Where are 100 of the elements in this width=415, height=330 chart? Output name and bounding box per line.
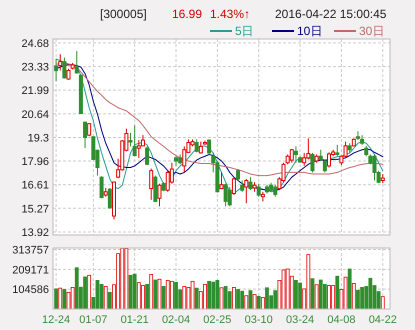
y-tick-label: 23.33 xyxy=(21,62,49,74)
candlestick xyxy=(145,146,150,166)
candlestick xyxy=(248,176,252,191)
bar xyxy=(145,284,149,310)
bar xyxy=(265,287,269,310)
legend-label: 10日 xyxy=(297,24,322,38)
candlestick xyxy=(157,183,162,207)
text: 2016-04-22 15:00:45 xyxy=(275,7,387,21)
candlestick xyxy=(290,148,294,164)
candlestick xyxy=(178,154,182,165)
candlestick xyxy=(348,142,352,154)
bar xyxy=(211,282,216,310)
bar xyxy=(54,288,58,310)
bar xyxy=(62,289,66,310)
y-tick-label: 104586 xyxy=(12,284,49,296)
candlestick xyxy=(58,54,62,71)
candlestick xyxy=(220,172,224,190)
bar xyxy=(215,280,220,310)
candlestick xyxy=(224,183,228,207)
bar xyxy=(100,284,104,310)
candlestick xyxy=(132,124,137,157)
candlestick xyxy=(306,138,310,160)
candlestick xyxy=(244,178,248,204)
candlestick xyxy=(236,168,240,182)
bar xyxy=(248,290,252,310)
candlestick xyxy=(327,152,332,168)
x-tick-label: 04-08 xyxy=(327,314,356,326)
candlestick xyxy=(380,174,385,184)
candlestick xyxy=(260,191,265,202)
candlestick xyxy=(364,145,368,157)
bar xyxy=(128,274,132,310)
candlestick xyxy=(74,50,79,74)
candlestick xyxy=(166,170,170,192)
candlestick xyxy=(232,176,236,196)
bar xyxy=(108,292,112,310)
bar xyxy=(153,280,158,310)
bar xyxy=(273,290,278,310)
candlestick xyxy=(252,182,257,192)
text: 1.43%↑ xyxy=(210,7,250,21)
bar xyxy=(360,287,364,310)
candlestick xyxy=(273,184,278,198)
y-tick-label: 24.68 xyxy=(21,38,49,50)
candlestick xyxy=(335,144,340,157)
candlestick xyxy=(318,149,323,162)
bar xyxy=(310,278,314,310)
x-tick-label: 02-04 xyxy=(162,314,190,326)
bar xyxy=(335,276,340,310)
candlestick xyxy=(162,182,166,192)
y-tick-label: 21.99 xyxy=(21,85,49,98)
candlestick xyxy=(194,138,199,153)
candlestick xyxy=(87,122,92,137)
y-tick-label: 313757 xyxy=(12,244,49,257)
candlestick xyxy=(302,152,306,166)
candlestick xyxy=(62,56,66,80)
bar xyxy=(96,280,100,310)
bar xyxy=(356,290,360,310)
candlestick xyxy=(66,68,71,80)
candlestick xyxy=(54,58,58,82)
candlestick xyxy=(360,134,364,146)
candlestick xyxy=(108,187,112,210)
candlestick xyxy=(174,156,178,166)
x-tick-label: 01-21 xyxy=(120,314,149,326)
text: 16.99 xyxy=(172,7,202,21)
bar xyxy=(322,284,327,310)
bar xyxy=(207,280,211,310)
legend-label: 5日 xyxy=(235,24,254,38)
x-tick-label: 02-25 xyxy=(203,314,232,326)
x-tick-label: 01-07 xyxy=(79,314,108,326)
candlestick xyxy=(240,180,244,192)
x-tick-label: 03-10 xyxy=(244,314,273,326)
y-tick-label: 16.61 xyxy=(21,180,49,192)
y-tick-label: 20.64 xyxy=(21,108,49,121)
y-tick-label: 15.27 xyxy=(21,203,49,216)
x-tick-label: 12-24 xyxy=(42,314,70,326)
candlestick xyxy=(256,183,261,198)
bar xyxy=(132,274,137,310)
candlestick xyxy=(100,176,104,199)
y-tick-label: 17.96 xyxy=(21,156,49,168)
candlestick xyxy=(372,154,376,182)
candlestick xyxy=(228,186,232,207)
candlestick xyxy=(149,168,154,200)
y-tick-label: 209171 xyxy=(12,264,49,276)
bar xyxy=(298,282,302,310)
candlestick xyxy=(182,146,186,173)
candlestick xyxy=(83,122,88,149)
bar xyxy=(318,280,323,310)
x-tick-label: 03-24 xyxy=(286,314,314,326)
bar xyxy=(236,289,240,310)
x-tick-label: 04-22 xyxy=(368,314,397,326)
bar xyxy=(74,267,79,310)
bar xyxy=(162,286,166,310)
candlestick xyxy=(322,158,327,173)
bar xyxy=(294,280,298,310)
y-tick-label: 19.3 xyxy=(28,132,49,144)
candlestick xyxy=(294,146,298,164)
candlestick xyxy=(310,152,314,173)
chart-title: [300005] xyxy=(100,7,147,21)
bar xyxy=(224,286,228,310)
bar xyxy=(348,268,352,310)
bar xyxy=(174,282,178,310)
